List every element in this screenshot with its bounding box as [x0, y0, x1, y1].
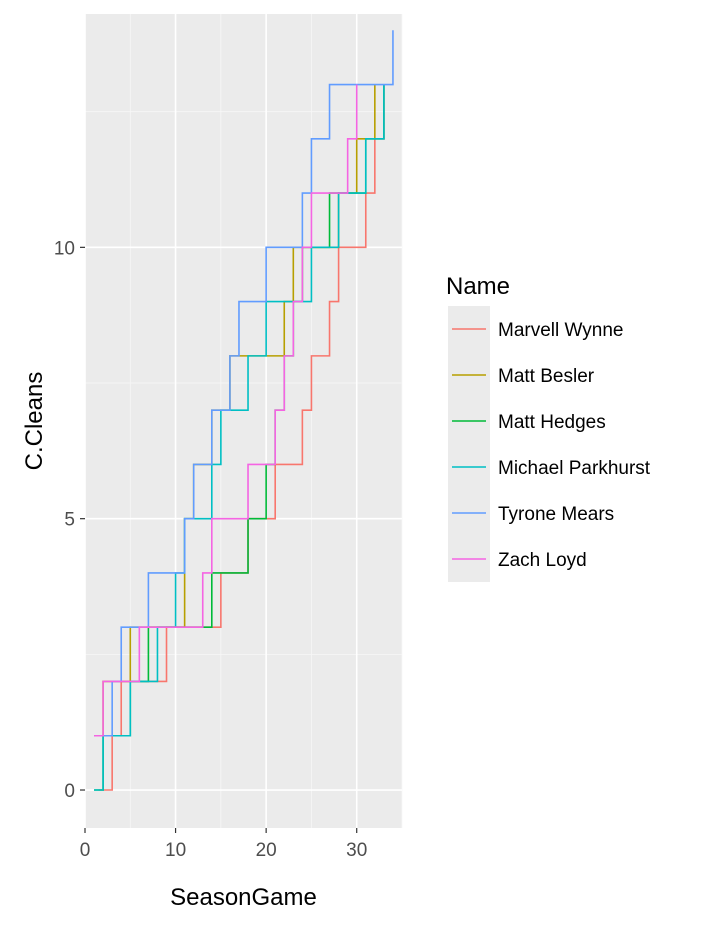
series-line-michael-parkhurst	[94, 84, 385, 791]
x-tick-label: 30	[346, 840, 367, 861]
legend-items: Marvell Wynne Matt Besler Matt Hedges Micha…	[448, 306, 651, 582]
legend-label: Zach Loyd	[498, 550, 587, 571]
legend-label: Marvell Wynne	[498, 320, 623, 341]
y-axis-title: C.Cleans	[21, 372, 48, 471]
legend-label: Matt Hedges	[498, 412, 606, 433]
legend-label: Michael Parkhurst	[498, 458, 651, 479]
legend-title: Name	[446, 273, 510, 300]
series-line-zach-loyd	[94, 84, 358, 737]
x-tick-label: 10	[165, 840, 186, 861]
plot-panel	[85, 14, 402, 828]
x-tick-label: 0	[80, 840, 91, 861]
axis-layer: 0 10 20 30 0 5 10	[54, 238, 367, 861]
y-tick-label: 5	[64, 510, 75, 531]
x-tick-label: 20	[256, 840, 277, 861]
y-tick-label: 0	[64, 781, 75, 802]
x-axis-title: SeasonGame	[170, 884, 317, 911]
legend-label: Matt Besler	[498, 366, 595, 387]
series-layer	[94, 30, 394, 791]
legend-label: Tyrone Mears	[498, 504, 614, 525]
y-tick-label: 10	[54, 238, 75, 259]
legend: Name Marvell Wynne Matt Besler Matt Hedges…	[446, 273, 651, 582]
